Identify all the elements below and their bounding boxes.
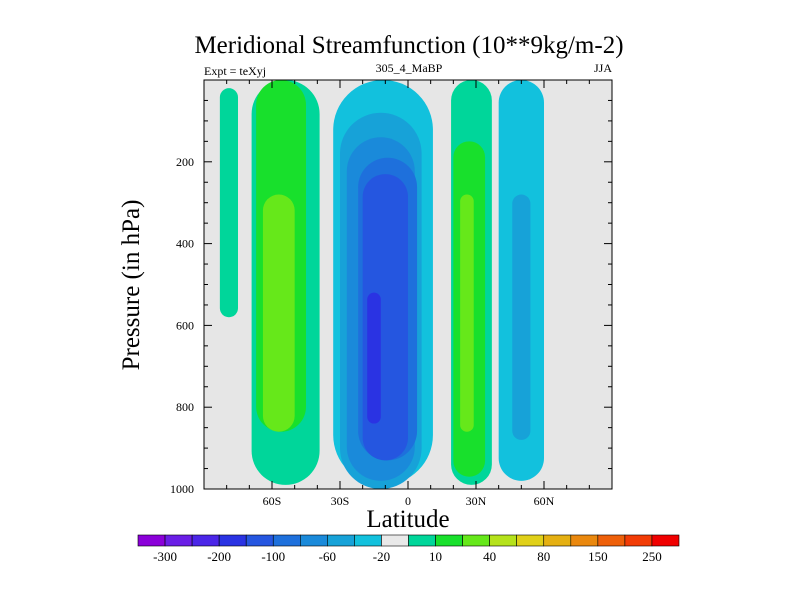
colorbar-box (164, 534, 193, 547)
southern-negative-cell-core (367, 292, 381, 424)
colorbar-box (299, 534, 328, 547)
chart-title: Meridional Streamfunction (10**9kg/m-2) (194, 32, 623, 59)
x-tick-label: 30S (331, 494, 350, 508)
experiment-label: Expt = teXyj (204, 64, 266, 78)
northern-negative-cell-inner (512, 194, 531, 440)
y-axis-title: Pressure (in hPa) (118, 200, 145, 371)
x-tick-label: 60N (534, 494, 555, 508)
colorbar-box (272, 534, 301, 547)
plot-area: 60S 30S 0 30N 60N 200 400 600 800 1000 (170, 79, 613, 508)
colorbar-box (408, 534, 436, 547)
contour-fills (219, 80, 544, 489)
colorbar-box (435, 534, 463, 547)
colorbar-box (651, 534, 680, 547)
x-tick-label: 30N (466, 494, 487, 508)
y-tick-label: 600 (176, 318, 194, 332)
colorbar-box (245, 534, 274, 547)
colorbar: -300 -200 -100 -60 -20 10 40 80 150 250 (137, 534, 680, 564)
colorbar-box (327, 534, 355, 547)
colorbar-box (543, 534, 572, 547)
colorbar-box (218, 534, 247, 547)
y-tick-label: 400 (176, 237, 194, 251)
y-tick-label: 1000 (170, 482, 194, 496)
southern-positive-cell-core (262, 194, 295, 432)
colorbar-label: 80 (537, 549, 550, 564)
far-south-positive-cell (219, 88, 238, 318)
colorbar-label: -300 (153, 549, 177, 564)
colorbar-label: 40 (483, 549, 496, 564)
colorbar-label: 10 (429, 549, 442, 564)
colorbar-box (489, 534, 517, 547)
colorbar-box (191, 534, 220, 547)
season-label: JJA (594, 61, 612, 75)
x-axis-title: Latitude (366, 506, 449, 533)
colorbar-box (354, 534, 382, 547)
colorbar-box (137, 534, 166, 547)
colorbar-label: -60 (319, 549, 336, 564)
colorbar-box (597, 534, 626, 547)
colorbar-box (381, 534, 409, 547)
y-axis: 200 400 600 800 1000 (170, 99, 612, 496)
colorbar-label: -20 (373, 549, 390, 564)
northern-positive-cell-core (460, 194, 474, 432)
x-tick-label: 60S (263, 494, 282, 508)
colorbar-box (516, 534, 545, 547)
y-tick-label: 200 (176, 155, 194, 169)
colorbar-label: -200 (207, 549, 231, 564)
colorbar-label: 250 (642, 549, 662, 564)
colorbar-label: -100 (261, 549, 285, 564)
case-label: 305_4_MaBP (376, 61, 443, 75)
x-tick-label: 0 (405, 494, 411, 508)
colorbar-box (462, 534, 490, 547)
y-tick-label: 800 (176, 400, 194, 414)
colorbar-box (570, 534, 599, 547)
colorbar-label: 150 (588, 549, 608, 564)
colorbar-box (624, 534, 653, 547)
x-axis: 60S 30S 0 30N 60N (226, 80, 590, 508)
